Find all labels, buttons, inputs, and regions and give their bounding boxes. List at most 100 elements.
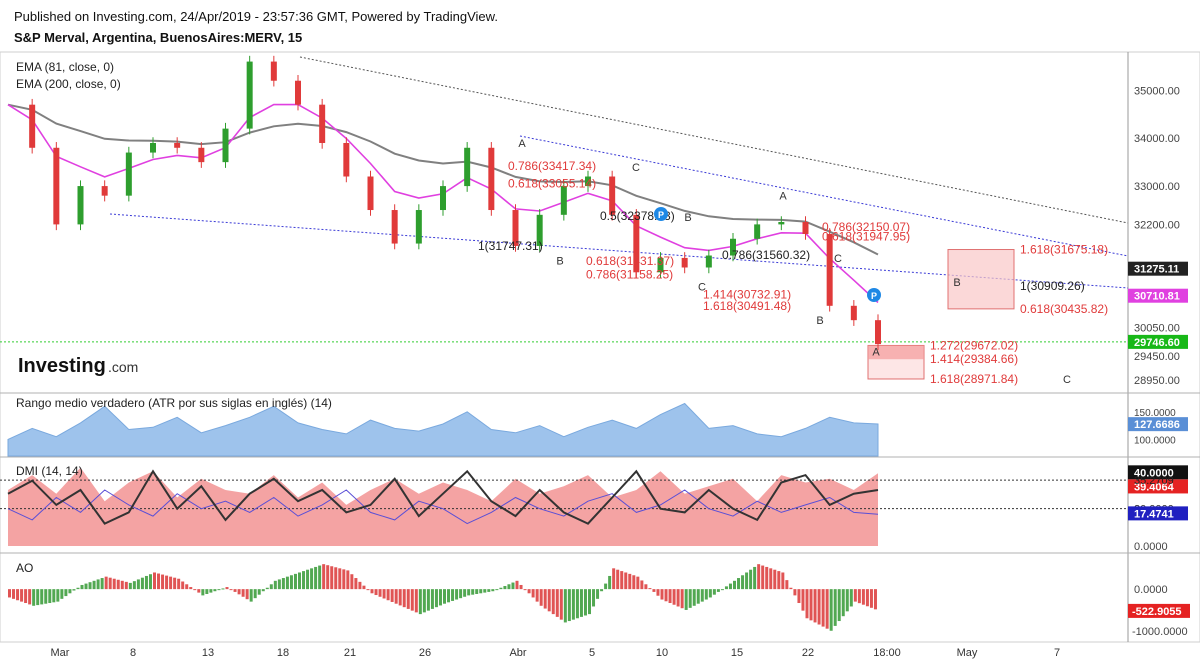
fib-label: 0.786(31560.32) [722,248,810,262]
fib-label: 1.272(29672.02) [930,338,1018,352]
atr-area [7,402,879,457]
symbol-title: S&P Merval, Argentina, BuenosAires:MERV,… [14,30,303,45]
ao-bar [124,581,128,590]
ao-bar [378,589,382,597]
fib-label: 0.618(33055.14) [508,176,596,190]
ao-bar [358,581,362,590]
ao-bar [785,580,789,590]
last-price-badge-bg [1128,261,1188,276]
atr-tick-label: 100.0000 [1134,435,1176,446]
ao-bar [132,581,136,590]
ao-bar [837,589,841,622]
ao-bar [237,589,241,595]
candle-body [730,238,736,256]
x-axis-label: 7 [1054,647,1060,659]
ao-bar [781,572,785,590]
fib-label: 1.618(30491.48) [703,299,791,313]
ao-bar [551,589,555,615]
ao-bar [354,578,358,590]
ao-bar [233,589,237,592]
ao-bar [865,589,869,607]
ao-bar [398,589,402,606]
ao-bar [583,589,587,616]
ao-bar [680,589,684,609]
wave-label: B [684,212,691,224]
fib-label: 0.618(30435.82) [1020,302,1108,316]
ao-bar [422,589,426,613]
ao-bar [310,568,314,590]
x-axis-label: May [957,647,978,659]
ao-badge: -522.9055 [1132,606,1182,618]
candle-body [319,104,326,143]
candle-body [512,210,519,246]
ao-bar [201,589,205,596]
candle-body [101,186,108,196]
ao-bar [527,589,531,594]
ao-bar [217,589,221,591]
pivot-marker-label: P [871,291,877,301]
ao-bar [104,576,108,590]
ao-bar [80,584,84,590]
ao-bar [96,579,100,590]
ao-bar [330,566,334,590]
candle-body [343,142,350,177]
ao-bar [716,589,720,592]
candle-body [270,61,277,81]
candle-body [53,147,60,225]
ao-bar [652,589,656,592]
wave-label: C [1063,374,1071,386]
wave-label: A [518,138,526,150]
ao-bar [12,589,16,599]
ao-bar [624,572,628,590]
ao-bar [749,569,753,590]
ao-bar [797,589,801,604]
ao-bar [455,589,459,600]
ao-bar [801,589,805,611]
ao-bar [487,589,491,592]
ao-bar [350,574,354,590]
fib-label: 0.786(33417.34) [508,159,596,173]
ao-bar [467,589,471,596]
ao-bar [857,589,861,604]
candle-body [657,257,664,273]
x-axis-label: Mar [51,647,70,659]
ao-bar [567,589,571,622]
ao-bar [40,589,44,605]
ao-bar [628,573,632,590]
target-box-b [947,249,1015,310]
price-tick-label: 28950.00 [1134,375,1180,387]
ao-bar [229,589,233,591]
ao-bar [382,589,386,599]
x-axis-label: 13 [202,647,214,659]
candle-body [125,152,132,196]
atr-tick-label: 150.0000 [1134,408,1176,419]
ao-bar [640,580,644,590]
ao-bar [733,580,736,590]
ao-bar [64,589,68,597]
dmi-plus-line [7,489,879,525]
candle-body [174,142,181,148]
ao-bar [620,571,624,590]
ao-bar [789,587,793,590]
ao-bar [600,589,604,592]
ao-bar [177,578,181,590]
fib-label: 1.414(29384.66) [930,352,1018,366]
published-line: Published on Investing.com, 24/Apr/2019 … [14,9,498,24]
ao-bar [479,589,483,594]
candle-body [802,222,809,234]
ao-bar [793,589,797,596]
ao-bar [128,582,132,590]
ao-bar [539,589,543,606]
x-axis-label: 10 [656,647,668,659]
ao-bar [535,589,539,602]
ao-bar [459,589,463,599]
ao-bar [531,589,535,598]
candle-body [198,147,205,163]
ao-bar [547,589,551,612]
ao-bar [293,573,297,590]
ao-bar [56,589,60,602]
ao-bar [338,568,342,590]
ao-bar [757,564,761,590]
ao-bar [660,589,664,600]
